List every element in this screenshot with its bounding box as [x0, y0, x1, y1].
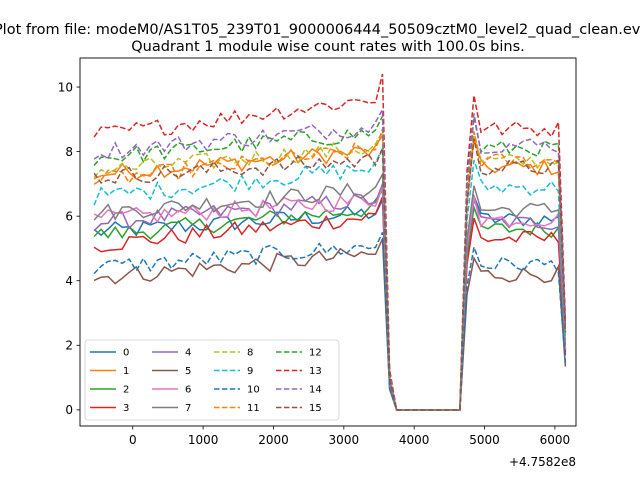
legend-label-14: 14	[309, 385, 322, 396]
legend-label-10: 10	[247, 385, 260, 396]
x-tick-label: 0	[129, 433, 137, 447]
series-line-4	[93, 183, 567, 411]
legend-label-6: 6	[185, 385, 191, 396]
series-line-13	[93, 73, 567, 411]
series-line-15	[93, 138, 567, 411]
x-offset-label: +4.7582e8	[509, 455, 576, 469]
figure-file-title: Plot from file: modeM0/AS1T05_239T01_900…	[0, 22, 640, 38]
legend-label-11: 11	[247, 403, 260, 414]
series-line-11	[93, 128, 567, 411]
y-tick-label: 0	[65, 403, 73, 417]
legend-label-13: 13	[309, 366, 322, 377]
legend-label-0: 0	[123, 348, 129, 359]
legend-label-8: 8	[247, 348, 253, 359]
legend-label-2: 2	[123, 385, 129, 396]
series-line-6	[93, 186, 567, 411]
y-tick-label: 6	[65, 209, 73, 223]
x-axis-ticks: 0 1000 2000 3000 4000 5000 6000	[129, 426, 570, 447]
chart-title: Quadrant 1 module wise count rates with …	[131, 39, 525, 55]
series-line-3	[93, 196, 567, 411]
series-line-7	[93, 171, 567, 411]
series-line-0	[93, 193, 567, 411]
legend-label-12: 12	[309, 348, 322, 359]
series-line-1	[93, 133, 567, 411]
legend-label-4: 4	[185, 348, 191, 359]
series-line-5	[93, 238, 567, 411]
legend-label-9: 9	[247, 366, 253, 377]
y-axis-ticks: 0 2 4 6 8 10	[58, 80, 80, 417]
legend-label-3: 3	[123, 403, 129, 414]
x-tick-label: 3000	[329, 433, 360, 447]
x-tick-label: 1000	[188, 433, 219, 447]
legend-label-15: 15	[309, 403, 322, 414]
legend-box	[84, 339, 340, 421]
x-tick-label: 5000	[469, 433, 500, 447]
legend-label-7: 7	[185, 403, 191, 414]
series-line-12	[93, 115, 567, 411]
series-line-14	[93, 106, 567, 411]
y-tick-label: 8	[65, 145, 73, 159]
x-tick-label: 2000	[258, 433, 289, 447]
x-tick-label: 6000	[540, 433, 571, 447]
plot-frame	[79, 57, 577, 427]
series-layer	[93, 73, 567, 411]
y-tick-label: 2	[65, 339, 73, 353]
legend-label-1: 1	[123, 366, 129, 377]
y-tick-label: 4	[65, 274, 73, 288]
series-line-8	[93, 129, 567, 411]
legend-label-5: 5	[185, 366, 191, 377]
series-line-2	[93, 188, 567, 411]
series-line-10	[93, 231, 567, 411]
x-tick-label: 4000	[399, 433, 430, 447]
series-line-9	[93, 148, 567, 411]
y-tick-label: 10	[58, 80, 73, 94]
